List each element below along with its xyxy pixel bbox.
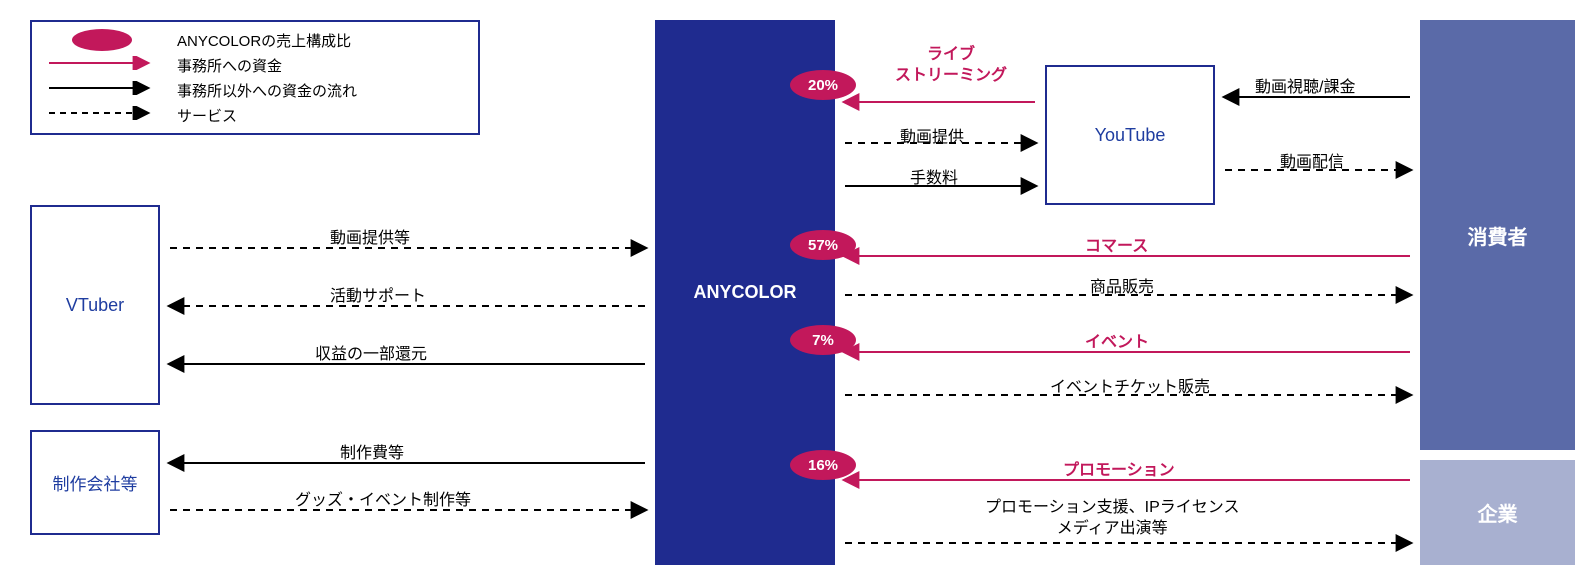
arrow-label: 制作費等 — [340, 439, 404, 463]
label-live-streaming: ライブ ストリーミング — [895, 45, 1007, 87]
legend-label: ANYCOLORの売上構成比 — [177, 30, 351, 51]
company-label: 企業 — [1478, 498, 1518, 527]
legend-label: 事務所以外への資金の流れ — [177, 80, 357, 101]
legend-label: サービス — [177, 105, 237, 126]
youtube-label: YouTube — [1095, 125, 1166, 146]
anycolor-box: ANYCOLOR — [655, 20, 835, 565]
legend-item: 事務所以外への資金の流れ — [47, 80, 463, 101]
legend-box: ANYCOLORの売上構成比 事務所への資金 事務所以外への資金の流れ サービス — [30, 20, 480, 135]
consumer-box: 消費者 — [1420, 20, 1575, 450]
legend-label: 事務所への資金 — [177, 55, 282, 76]
arrow-label: 動画提供 — [900, 123, 964, 147]
arrow-label: 動画視聴/課金 — [1255, 73, 1355, 97]
arrow-label: 動画配信 — [1280, 148, 1344, 172]
arrow-label: イベント — [1085, 328, 1149, 352]
anycolor-label: ANYCOLOR — [694, 282, 797, 303]
revenue-badge-20: 20% — [790, 70, 856, 100]
youtube-box: YouTube — [1045, 65, 1215, 205]
arrow-label: イベントチケット販売 — [1050, 373, 1210, 397]
arrow-label: 商品販売 — [1090, 273, 1154, 297]
arrow-label: プロモーション — [1063, 456, 1175, 480]
legend-item: ANYCOLORの売上構成比 — [47, 29, 463, 51]
arrow-label: プロモーション支援、IPライセンス メディア出演等 — [985, 498, 1239, 540]
vtuber-box: VTuber — [30, 205, 160, 405]
arrow-label: 収益の一部還元 — [315, 340, 427, 364]
arrow-label: コマース — [1085, 232, 1148, 256]
arrow-label: 活動サポート — [330, 282, 426, 306]
company-box: 企業 — [1420, 460, 1575, 565]
revenue-badge-16: 16% — [790, 450, 856, 480]
revenue-badge-7: 7% — [790, 325, 856, 355]
legend-pill-icon — [72, 29, 132, 51]
vtuber-label: VTuber — [66, 295, 124, 316]
revenue-badge-57: 57% — [790, 230, 856, 260]
legend-item: 事務所への資金 — [47, 55, 463, 76]
arrow-label: グッズ・イベント制作等 — [295, 486, 471, 510]
production-label: 制作会社等 — [53, 470, 138, 495]
arrow-label: 手数料 — [910, 164, 958, 188]
legend-item: サービス — [47, 105, 463, 126]
consumer-label: 消費者 — [1468, 221, 1528, 250]
production-box: 制作会社等 — [30, 430, 160, 535]
arrow-label: 動画提供等 — [330, 224, 410, 248]
